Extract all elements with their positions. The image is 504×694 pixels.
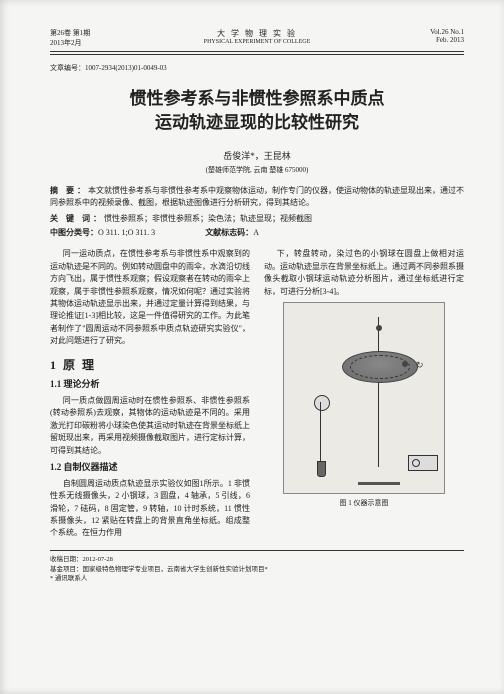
base-icon bbox=[358, 482, 400, 485]
weight-icon bbox=[317, 461, 326, 477]
keywords: 关 键 词：惯性参照系；非惯性参照系；染色法；轨迹显现；视频截图 bbox=[50, 213, 464, 224]
page: 第26卷 第1期 2013年2月 大 学 物 理 实 验 PHYSICAL EX… bbox=[0, 0, 504, 694]
ball-icon bbox=[376, 325, 382, 331]
intro-para: 同一运动质点，在惯性参考系与非惯性系中观察到的运动轨迹是不同的。例如转动圆盘中的… bbox=[50, 248, 250, 347]
ball-on-disk-icon bbox=[402, 361, 408, 367]
abstract-text: 本文就惯性参考系与非惯性参考系中观察物体运动，制作专门的仪器，使运动物体的轨迹显… bbox=[50, 186, 464, 207]
article-number: 文章编号：1007-2934(2013)01-0049-03 bbox=[50, 63, 464, 73]
left-column: 同一运动质点，在惯性参考系与非惯性系中观察到的运动轨迹是不同的。例如转动圆盘中的… bbox=[50, 248, 250, 542]
string-icon bbox=[320, 402, 321, 462]
clc-label: 中图分类号： bbox=[50, 228, 98, 237]
date-cn: 2013年2月 bbox=[50, 38, 140, 48]
title-line2: 运动轨迹显现的比较性研究 bbox=[155, 113, 359, 132]
section-1-2: 1.2 自制仪器描述 bbox=[50, 461, 250, 475]
funding: 基金项目：国家级特色物理学专业项目，云南省大学生创新性实验计划项目* bbox=[50, 565, 464, 575]
title-line1: 惯性参考系与非惯性参照系中质点 bbox=[130, 89, 385, 108]
doc-code: A bbox=[253, 228, 259, 237]
orbit-ring-icon bbox=[350, 355, 410, 379]
abstract: 摘 要：本文就惯性参考系与非惯性参考系中观察物体运动，制作专门的仪器，使运动物体… bbox=[50, 185, 464, 210]
para-1-2: 自制圆周运动质点轨迹显示实验仪如图1所示。1 非惯性系无线摄像头，2 小钢球，3… bbox=[50, 478, 250, 540]
vol-en: Vol.26 No.1 bbox=[374, 28, 464, 36]
rotation-arrow-icon: ↻ bbox=[416, 359, 424, 373]
classification: 中图分类号：O 311. 1;O 311. 3 文献标志码：A bbox=[50, 227, 464, 238]
corresponding: * 通讯联系人 bbox=[50, 574, 464, 584]
body-columns: 同一运动质点，在惯性参考系与非惯性系中观察到的运动轨迹是不同的。例如转动圆盘中的… bbox=[50, 248, 464, 542]
footnotes: 收稿日期：2012-07-28 基金项目：国家级特色物理学专业项目，云南省大学生… bbox=[50, 550, 464, 584]
abstract-label: 摘 要： bbox=[50, 186, 88, 195]
vol-cn: 第26卷 第1期 bbox=[50, 28, 140, 38]
doc-label: 文献标志码： bbox=[205, 228, 253, 237]
section-1: 1 原 理 bbox=[50, 356, 250, 375]
axis-icon bbox=[378, 317, 379, 467]
date-en: Feb. 2013 bbox=[374, 36, 464, 44]
keywords-label: 关 键 词： bbox=[50, 214, 104, 223]
journal-en: PHYSICAL EXPERIMENT OF COLLEGE bbox=[140, 39, 374, 45]
journal-cn: 大 学 物 理 实 验 bbox=[140, 28, 374, 39]
camera-icon bbox=[408, 455, 438, 471]
right-column: 下，转盘转动，染过色的小钢球在圆盘上做相对运动。运动轨迹显示在背景坐标纸上。通过… bbox=[264, 248, 464, 542]
title: 惯性参考系与非惯性参照系中质点 运动轨迹显现的比较性研究 bbox=[50, 87, 464, 135]
para-cont: 下，转盘转动，染过色的小钢球在圆盘上做相对运动。运动轨迹显示在背景坐标纸上。通过… bbox=[264, 248, 464, 298]
section-1-1: 1.1 理论分析 bbox=[50, 378, 250, 392]
received-date: 收稿日期：2012-07-28 bbox=[50, 555, 464, 565]
figure-1-caption: 图 1 仪器示意图 bbox=[264, 498, 464, 509]
para-1-1: 同一质点做圆周运动时在惯性参照系、非惯性参照系(转动参照系)去观察，其物体的运动… bbox=[50, 395, 250, 457]
running-head: 第26卷 第1期 2013年2月 大 学 物 理 实 验 PHYSICAL EX… bbox=[50, 28, 464, 52]
figure-1: ↻ bbox=[283, 302, 445, 494]
header-rule bbox=[50, 54, 464, 55]
affiliation: (楚雄师范学院, 云南 楚雄 675000) bbox=[50, 165, 464, 175]
clc-code: O 311. 1;O 311. 3 bbox=[98, 228, 155, 237]
pulley-icon bbox=[314, 395, 330, 411]
keywords-text: 惯性参照系；非惯性参照系；染色法；轨迹显现；视频截图 bbox=[104, 214, 312, 223]
authors: 岳俊洋*，王昆林 bbox=[50, 149, 464, 162]
